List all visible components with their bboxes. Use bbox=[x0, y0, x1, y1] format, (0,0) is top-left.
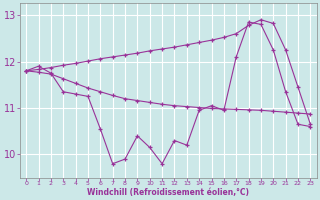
X-axis label: Windchill (Refroidissement éolien,°C): Windchill (Refroidissement éolien,°C) bbox=[87, 188, 249, 197]
